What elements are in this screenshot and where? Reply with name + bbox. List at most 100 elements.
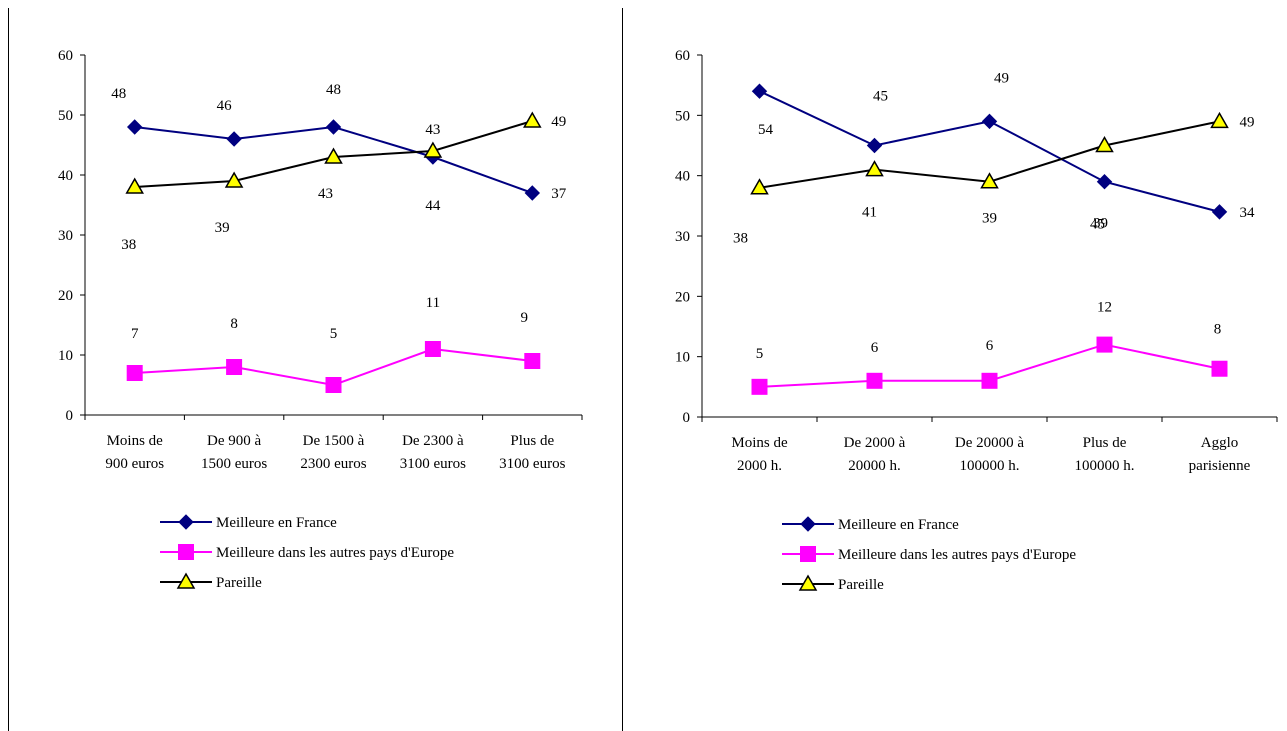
y-tick-label: 50 bbox=[58, 108, 73, 124]
data-point bbox=[423, 141, 443, 158]
data-label: 37 bbox=[551, 186, 567, 202]
data-label: 38 bbox=[121, 237, 136, 253]
legend-marker bbox=[178, 544, 194, 560]
legend-label: Meilleure en France bbox=[838, 517, 959, 533]
data-label: 44 bbox=[425, 198, 441, 214]
data-label: 6 bbox=[986, 338, 994, 354]
y-tick-label: 40 bbox=[58, 168, 73, 184]
legend-entry: Meilleure en France bbox=[782, 516, 959, 533]
x-tick-label: Plus de bbox=[510, 433, 554, 449]
y-tick-label: 30 bbox=[58, 228, 73, 244]
x-tick-label: 2000 h. bbox=[737, 458, 782, 474]
data-label: 34 bbox=[1240, 205, 1256, 221]
legend-label: Meilleure dans les autres pays d'Europe bbox=[216, 545, 454, 561]
y-tick-label: 50 bbox=[675, 108, 690, 124]
y-tick-label: 0 bbox=[66, 408, 74, 424]
data-label: 43 bbox=[318, 186, 333, 202]
data-point bbox=[325, 119, 342, 135]
data-label: 49 bbox=[994, 70, 1009, 86]
data-label: 8 bbox=[1214, 322, 1222, 338]
y-tick-label: 60 bbox=[58, 48, 73, 64]
data-point bbox=[126, 119, 143, 135]
data-label: 12 bbox=[1097, 300, 1112, 316]
data-label: 45 bbox=[1090, 217, 1105, 233]
town-size-chart: 0 10 20 30 40 50 60 Moins de 2000 h. De 2000 à 200… bbox=[675, 48, 1278, 593]
legend-label: Pareille bbox=[838, 577, 884, 593]
y-tick-label: 40 bbox=[675, 169, 690, 185]
legend-entry: Pareille bbox=[160, 572, 262, 591]
legend-entry: Meilleure dans les autres pays d'Europe bbox=[160, 544, 454, 561]
x-tick-label: 100000 h. bbox=[1075, 458, 1135, 474]
legend-marker bbox=[798, 574, 818, 591]
data-point bbox=[1096, 173, 1113, 190]
data-point bbox=[981, 372, 998, 389]
data-label: 6 bbox=[871, 340, 879, 356]
y-tick-label: 10 bbox=[58, 348, 73, 364]
data-label: 45 bbox=[873, 89, 888, 105]
data-point bbox=[226, 131, 242, 147]
x-tick-label: 2300 euros bbox=[300, 456, 366, 472]
data-point bbox=[523, 111, 542, 128]
x-tick-label: 3100 euros bbox=[499, 456, 565, 472]
data-label: 5 bbox=[330, 326, 338, 342]
data-point bbox=[865, 160, 884, 177]
data-label: 7 bbox=[131, 326, 139, 342]
x-tick-label: De 20000 à bbox=[955, 435, 1024, 451]
x-tick-label: 3100 euros bbox=[400, 456, 466, 472]
data-point bbox=[1096, 336, 1113, 353]
data-point bbox=[1095, 135, 1114, 153]
center-divider bbox=[622, 8, 623, 731]
data-label: 11 bbox=[426, 295, 440, 311]
y-tick-label: 30 bbox=[675, 229, 690, 245]
data-point bbox=[524, 185, 541, 201]
data-label: 43 bbox=[425, 122, 440, 138]
data-point bbox=[424, 341, 441, 357]
series-europe: 5 6 6 12 8 bbox=[751, 300, 1228, 395]
data-point bbox=[750, 178, 769, 195]
legend-marker bbox=[800, 516, 816, 532]
data-label: 46 bbox=[217, 98, 233, 114]
data-point bbox=[325, 377, 342, 393]
data-label: 39 bbox=[215, 220, 230, 236]
data-label: 49 bbox=[551, 114, 566, 130]
data-label: 39 bbox=[1093, 216, 1108, 232]
x-tick-label: 100000 h. bbox=[960, 458, 1020, 474]
data-point bbox=[224, 171, 244, 188]
series-europe: 7 8 5 11 9 bbox=[126, 295, 541, 393]
data-point bbox=[324, 147, 343, 164]
data-point bbox=[524, 353, 541, 369]
y-tick-label: 60 bbox=[675, 48, 690, 64]
data-point bbox=[1211, 204, 1228, 220]
data-point bbox=[981, 113, 998, 130]
left-border bbox=[8, 8, 9, 731]
data-point bbox=[1210, 111, 1229, 129]
data-point bbox=[866, 372, 883, 389]
data-point bbox=[1211, 360, 1228, 377]
data-label: 39 bbox=[982, 211, 997, 227]
y-tick-label: 20 bbox=[675, 289, 690, 305]
y-tick-label: 0 bbox=[683, 410, 691, 426]
x-tick-label: Agglo bbox=[1201, 435, 1239, 451]
data-point bbox=[226, 359, 243, 375]
data-label: 8 bbox=[230, 316, 238, 332]
data-label: 49 bbox=[1240, 114, 1255, 130]
data-point bbox=[980, 172, 999, 189]
x-tick-label: 1500 euros bbox=[201, 456, 267, 472]
x-tick-label: Moins de bbox=[731, 435, 788, 451]
income-chart: 0 10 20 30 40 50 60 Moins de 900 euros De 900 à 15… bbox=[58, 48, 583, 591]
data-label: 48 bbox=[111, 86, 126, 102]
data-label: 54 bbox=[758, 122, 774, 138]
legend-label: Pareille bbox=[216, 575, 262, 591]
x-tick-label: 20000 h. bbox=[848, 458, 901, 474]
data-point bbox=[866, 137, 883, 154]
data-label: 9 bbox=[521, 310, 529, 326]
series-pareille: 38 39 43 44 49 bbox=[121, 111, 566, 253]
legend-marker bbox=[176, 572, 196, 589]
legend-marker bbox=[800, 546, 816, 562]
data-point bbox=[126, 365, 143, 381]
legend-label: Meilleure dans les autres pays d'Europe bbox=[838, 547, 1076, 563]
data-point bbox=[125, 177, 144, 194]
legend-entry: Meilleure dans les autres pays d'Europe bbox=[782, 546, 1076, 563]
series-france: 54 45 49 39 34 bbox=[751, 70, 1256, 232]
